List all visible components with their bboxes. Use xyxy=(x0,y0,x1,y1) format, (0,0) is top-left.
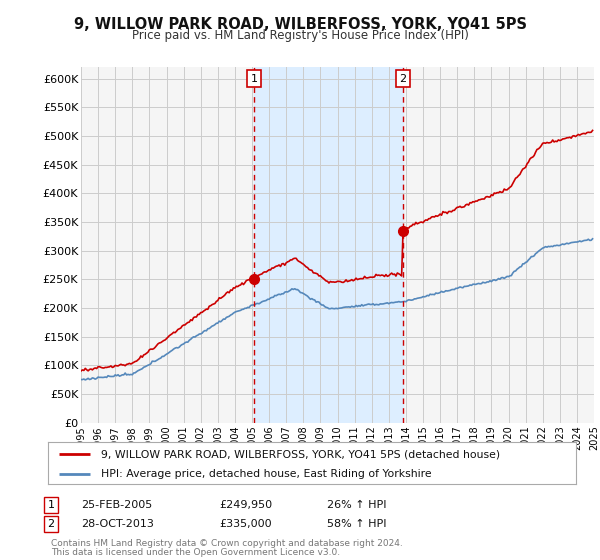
Text: £249,950: £249,950 xyxy=(219,500,272,510)
Bar xyxy=(254,67,403,423)
Text: 2: 2 xyxy=(47,519,55,529)
Text: 9, WILLOW PARK ROAD, WILBERFOSS, YORK, YO41 5PS: 9, WILLOW PARK ROAD, WILBERFOSS, YORK, Y… xyxy=(74,17,527,32)
Text: 1: 1 xyxy=(47,500,55,510)
Text: This data is licensed under the Open Government Licence v3.0.: This data is licensed under the Open Gov… xyxy=(51,548,340,557)
Text: HPI: Average price, detached house, East Riding of Yorkshire: HPI: Average price, detached house, East… xyxy=(101,469,431,479)
Text: 1: 1 xyxy=(251,74,257,83)
Text: Price paid vs. HM Land Registry's House Price Index (HPI): Price paid vs. HM Land Registry's House … xyxy=(131,29,469,42)
Text: 58% ↑ HPI: 58% ↑ HPI xyxy=(327,519,386,529)
Text: £335,000: £335,000 xyxy=(219,519,272,529)
Text: 2: 2 xyxy=(400,74,407,83)
Text: 9, WILLOW PARK ROAD, WILBERFOSS, YORK, YO41 5PS (detached house): 9, WILLOW PARK ROAD, WILBERFOSS, YORK, Y… xyxy=(101,449,500,459)
Text: Contains HM Land Registry data © Crown copyright and database right 2024.: Contains HM Land Registry data © Crown c… xyxy=(51,539,403,548)
Text: 28-OCT-2013: 28-OCT-2013 xyxy=(81,519,154,529)
Text: 25-FEB-2005: 25-FEB-2005 xyxy=(81,500,152,510)
Text: 26% ↑ HPI: 26% ↑ HPI xyxy=(327,500,386,510)
